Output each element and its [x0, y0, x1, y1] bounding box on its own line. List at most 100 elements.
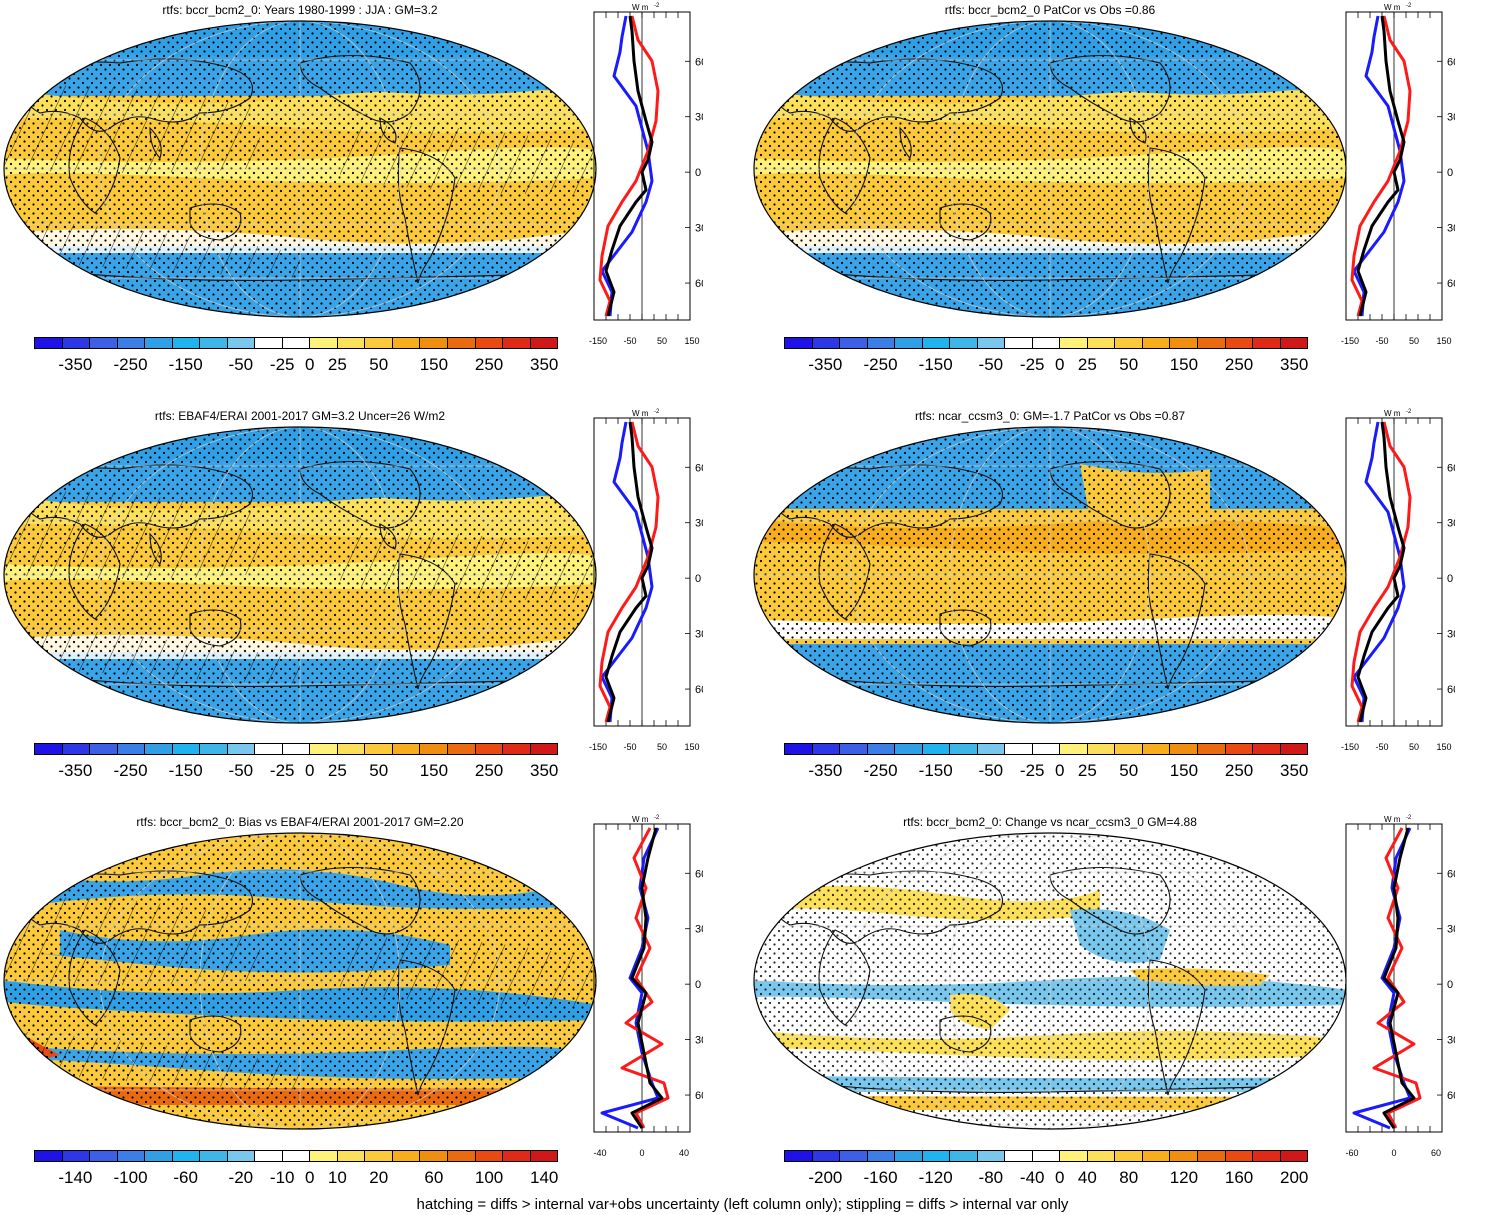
colorbar-tick-label: 150 [1169, 761, 1199, 780]
profile-ytick-label: 30S [1447, 1035, 1455, 1047]
colorbar-tick-label: 100 [474, 1168, 504, 1187]
profile-unit: W m [1384, 409, 1401, 418]
profile-xtick-label: 150 [684, 742, 699, 752]
colorbar-swatch [922, 338, 951, 348]
profile-unit-exponent: -2 [1406, 815, 1412, 821]
profile-ytick-label: 60N [1447, 868, 1455, 880]
colorbar-tick-label: 250 [474, 761, 504, 780]
profile-xtick-label: -150 [1341, 742, 1359, 752]
profile-ytick-label: 60S [1447, 278, 1455, 290]
colorbar-swatch [62, 744, 91, 754]
colorbar-swatch [867, 744, 896, 754]
colorbar-swatch [867, 338, 896, 348]
colorbar-tick-label: 50 [1119, 761, 1139, 780]
profile-xtick-label: -50 [1375, 742, 1388, 752]
colorbar-tick-label: -50 [978, 761, 1004, 780]
colorbar-swatch [950, 338, 978, 348]
colorbar-swatch [365, 1151, 393, 1161]
profile-ytick-label: 30N [1447, 924, 1455, 936]
profile-unit: W m [632, 409, 649, 418]
zonal-mean-profile: W m -2 60N 30N 0 30S 60S -150 -50 50 150 [589, 3, 703, 346]
profile-ytick-label: 30S [695, 1035, 703, 1047]
colorbar-swatch [1115, 1151, 1143, 1161]
profile-xtick-label: 50 [1409, 336, 1419, 346]
colorbar-swatch [840, 338, 868, 348]
profile-ytick-label: 30S [1447, 223, 1455, 235]
colorbar-swatch [420, 744, 448, 754]
colorbar-swatch [1170, 1151, 1198, 1161]
profile-curve-red [598, 421, 660, 723]
panel-title: rtfs: bccr_bcm2_0: Years 1980-1999 : JJA… [162, 3, 438, 17]
colorbar-swatch [1280, 1151, 1308, 1161]
colorbar-swatch [255, 338, 283, 348]
colorbar-swatch [1280, 338, 1308, 348]
colorbar-tick-label: -60 [173, 1168, 198, 1187]
world-map [0, 830, 600, 1132]
profile-curve-blue [1352, 15, 1406, 317]
colorbar-tick-label: 60 [424, 1168, 444, 1187]
profile-xtick-label: 150 [1436, 742, 1451, 752]
colorbar-swatch [255, 744, 283, 754]
colorbar-swatch [172, 338, 201, 348]
colorbar-tick-label: 25 [327, 761, 347, 780]
colorbar-tick-label: -50 [228, 355, 254, 374]
colorbar-tick-label: -140 [58, 1168, 93, 1187]
profile-unit: W m [632, 815, 649, 824]
profile-unit: W m [1384, 3, 1401, 12]
colorbar-swatch [392, 1151, 421, 1161]
panel-title: rtfs: ncar_ccsm3_0: GM=-1.7 PatCor vs Ob… [914, 409, 1186, 423]
colorbar-swatch [172, 1151, 201, 1161]
colorbar-swatch [895, 338, 923, 348]
colorbar-swatch [475, 338, 504, 348]
profile-xtick-label: -150 [589, 742, 607, 752]
panel-title: rtfs: bccr_bcm2_0: Bias vs EBAF4/ERAI 20… [136, 815, 464, 829]
colorbar [784, 1150, 1308, 1162]
colorbar-swatch [950, 744, 978, 754]
profile-curve-blue [600, 421, 654, 723]
colorbar-swatch [1253, 744, 1281, 754]
colorbar-swatch [1142, 338, 1171, 348]
world-map [0, 18, 600, 320]
colorbar-swatch [1142, 1151, 1171, 1161]
colorbar-swatch [1197, 744, 1226, 754]
colorbar-tick-label: 250 [1224, 761, 1254, 780]
colorbar-tick-label: 50 [369, 355, 389, 374]
colorbar-swatch [977, 1151, 1006, 1161]
profile-curve-black [630, 827, 664, 1129]
colorbar-swatch [365, 338, 393, 348]
colorbar-swatch [282, 744, 311, 754]
colorbar-tick-label: -25 [1019, 761, 1045, 780]
colorbar-tick-label: -350 [808, 355, 843, 374]
profile-ytick-label: 0 [1447, 573, 1453, 585]
colorbar-tick-label: 80 [1119, 1168, 1139, 1187]
panel-title: rtfs: bccr_bcm2_0: Change vs ncar_ccsm3_… [903, 815, 1197, 829]
colorbar-swatch [282, 1151, 311, 1161]
profile-ytick-label: 60N [695, 868, 703, 880]
profile-ytick-label: 30S [695, 223, 703, 235]
colorbar-tick-label: 350 [530, 761, 559, 780]
profile-curve-red [1350, 421, 1412, 723]
colorbar-swatch [1060, 744, 1088, 754]
colorbar-swatch [117, 1151, 146, 1161]
colorbar-swatch [922, 744, 951, 754]
colorbar-tick-label: 150 [419, 761, 449, 780]
colorbar-swatch [1225, 744, 1254, 754]
colorbar [34, 743, 558, 755]
colorbar-swatch [365, 744, 393, 754]
profile-xtick-label: 0 [1391, 1148, 1396, 1158]
colorbar-swatch [282, 338, 311, 348]
colorbar-tick-label: -250 [113, 761, 148, 780]
colorbar-tick-label: 50 [1119, 355, 1139, 374]
profile-curve-blue [600, 827, 660, 1130]
profile-xtick-label: 50 [657, 336, 667, 346]
colorbar-swatch [1225, 338, 1254, 348]
profile-xtick-label: -40 [593, 1148, 606, 1158]
panel-title: rtfs: bccr_bcm2_0 PatCor vs Obs =0.86 [944, 3, 1156, 17]
colorbar-swatch [1005, 1151, 1033, 1161]
profile-xtick-label: 50 [657, 742, 667, 752]
profile-ytick-label: 0 [695, 979, 701, 991]
profile-xtick-label: 40 [679, 1148, 689, 1158]
colorbar-tick-label: 0 [305, 761, 315, 780]
profile-xtick-label: -50 [1375, 336, 1388, 346]
profile-ytick-label: 30S [1447, 629, 1455, 641]
